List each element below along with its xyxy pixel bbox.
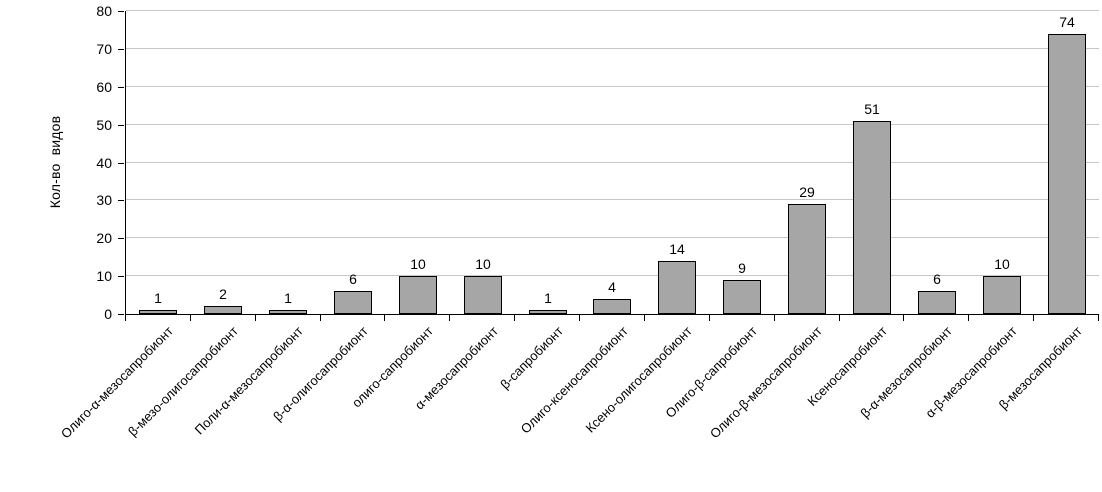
bar: [593, 299, 631, 314]
y-tick-label: 0: [104, 306, 112, 322]
gridline: [126, 199, 1099, 201]
y-axis-tick: [118, 86, 124, 88]
y-tick-label: 50: [96, 116, 112, 133]
x-axis-tick: [839, 315, 840, 321]
x-axis-tick: [1033, 315, 1034, 321]
bar-value-label: 6: [349, 271, 357, 287]
y-tick-label: 20: [96, 230, 112, 247]
x-axis-label: α-мезосапробионт: [411, 323, 501, 413]
y-tick-label: 70: [96, 40, 112, 57]
bar: [918, 291, 956, 314]
bar: [723, 280, 761, 314]
bar-value-label: 14: [669, 241, 685, 257]
y-axis-tick: [118, 314, 124, 315]
gridline: [126, 85, 1099, 87]
gridline: [126, 237, 1099, 239]
bar-value-label: 10: [410, 256, 426, 272]
x-axis-label: Поли-α-мезосапробионт: [191, 323, 306, 438]
x-axis-tick: [579, 315, 580, 321]
y-axis-title: Кол-во видов: [47, 115, 63, 209]
gridline: [126, 47, 1099, 49]
y-axis-tick: [118, 124, 124, 126]
x-axis-tick: [903, 315, 904, 321]
bar-value-label: 10: [994, 256, 1010, 272]
plot-area: 1 2 1 6 10 10 1 4 14 9 29 51 6 10 74: [125, 10, 1099, 315]
x-axis-tick: [320, 315, 321, 321]
x-axis-tick: [125, 315, 126, 321]
bar-value-label: 29: [799, 184, 815, 200]
y-axis-tick: [118, 11, 124, 12]
x-axis-tick: [709, 315, 710, 321]
y-axis-tick: [118, 200, 124, 202]
x-axis-tick: [255, 315, 256, 321]
bar-value-label: 1: [154, 290, 162, 306]
bar: [269, 310, 307, 314]
bar: [1048, 34, 1086, 314]
bar: [399, 276, 437, 314]
y-axis-tick: [118, 162, 124, 164]
bar: [788, 204, 826, 314]
x-axis-tick: [449, 315, 450, 321]
x-axis-tick: [514, 315, 515, 321]
x-axis-label: Олиго-α-мезосапробионт: [57, 323, 176, 442]
bar-value-label: 1: [284, 290, 292, 306]
bar-value-label: 9: [738, 260, 746, 276]
y-axis-tick: [118, 276, 124, 278]
y-tick-label: 30: [96, 192, 112, 209]
x-axis-tick: [644, 315, 645, 321]
y-tick-label: 80: [96, 3, 112, 19]
bar-value-label: 10: [475, 256, 491, 272]
bar: [529, 310, 567, 314]
bar: [334, 291, 372, 314]
y-tick-label: 10: [96, 268, 112, 285]
x-axis-tick: [1098, 315, 1099, 321]
bar-value-label: 1: [544, 290, 552, 306]
y-axis-tick: [118, 48, 124, 50]
bar-value-label: 4: [608, 279, 616, 295]
x-axis-tick: [774, 315, 775, 321]
y-axis-tick: [118, 238, 124, 240]
gridline: [126, 161, 1099, 163]
x-axis-tick: [384, 315, 385, 321]
bar: [139, 310, 177, 314]
bar: [853, 121, 891, 314]
bar: [464, 276, 502, 314]
bar-value-label: 51: [864, 101, 880, 117]
bar: [658, 261, 696, 314]
bar: [983, 276, 1021, 314]
gridline: [126, 123, 1099, 125]
bar-value-label: 6: [933, 271, 941, 287]
y-tick-label: 40: [96, 154, 112, 171]
y-tick-label: 60: [96, 78, 112, 95]
gridline: [126, 275, 1099, 277]
bar-value-label: 2: [219, 286, 227, 302]
bar-value-label: 74: [1059, 14, 1075, 30]
x-axis-tick: [968, 315, 969, 321]
bar: [204, 306, 242, 314]
gridline: [126, 10, 1099, 11]
x-axis-tick: [190, 315, 191, 321]
